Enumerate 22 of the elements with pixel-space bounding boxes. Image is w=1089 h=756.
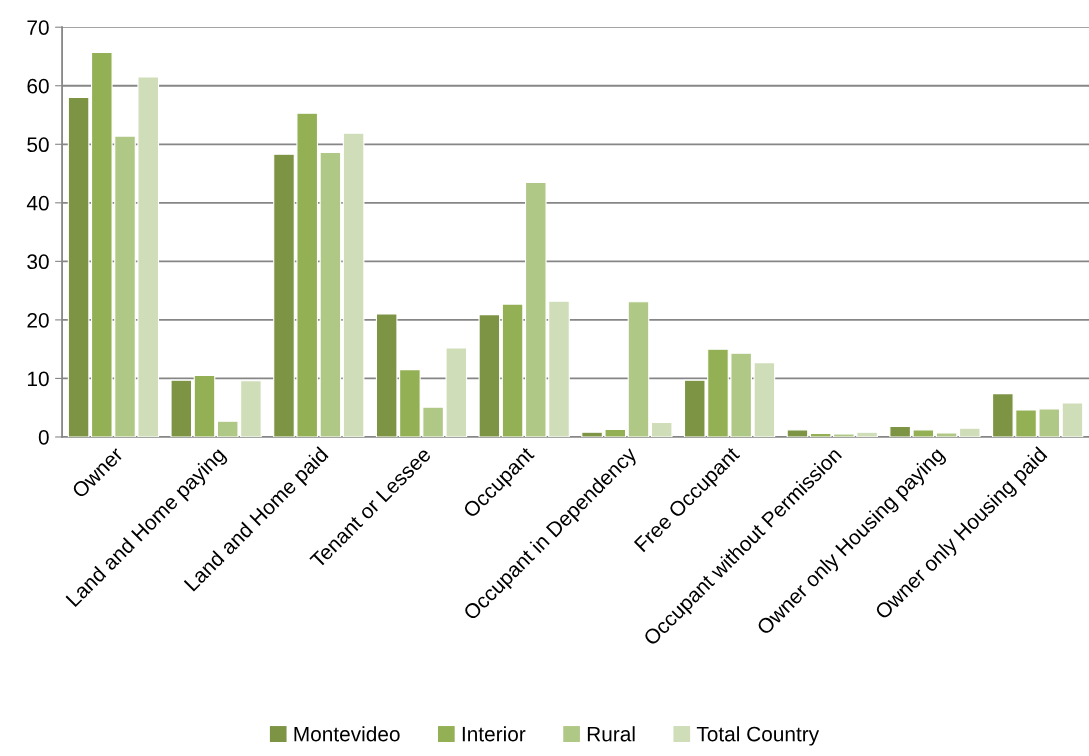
y-tick-label: 60 [27, 78, 49, 94]
bar [786, 429, 809, 437]
bar [650, 421, 673, 437]
bar [935, 432, 958, 437]
bar [958, 427, 981, 437]
legend-label: Montevideo [294, 726, 400, 742]
bar [170, 379, 193, 437]
legend-label: Total Country [696, 726, 820, 746]
legend-label: Rural [587, 726, 635, 742]
legend-label: Interior [462, 726, 526, 742]
y-tick-label: 30 [27, 254, 49, 270]
bar [627, 301, 650, 437]
y-tick-label: 40 [26, 195, 49, 211]
bar [193, 374, 216, 437]
y-tick-label: 10 [27, 371, 49, 387]
y-tick-label: 50 [27, 137, 49, 153]
y-tick-label: 0 [38, 429, 49, 445]
y-tick-label: 70 [27, 20, 49, 35]
bar [1061, 402, 1084, 437]
bar [342, 132, 365, 437]
bar [478, 314, 501, 437]
y-tick-label: 20 [27, 312, 49, 328]
